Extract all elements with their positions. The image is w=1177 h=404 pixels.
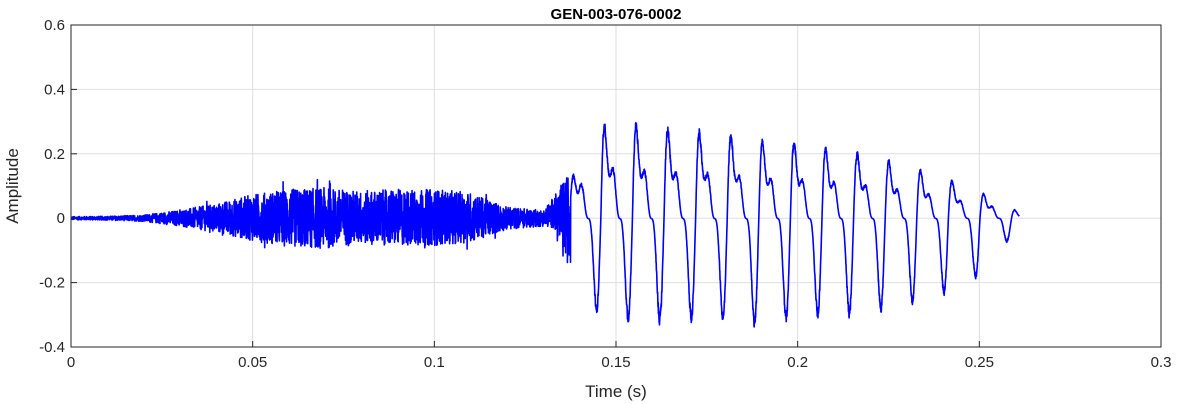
x-tick-label: 0.2 — [787, 354, 808, 371]
x-tick-label: 0 — [67, 354, 75, 371]
x-tick-label: 0.1 — [424, 354, 445, 371]
x-axis-label: Time (s) — [585, 382, 647, 401]
chart-title: GEN-003-076-0002 — [551, 6, 682, 23]
y-tick-label: -0.4 — [39, 339, 65, 356]
y-tick-label: 0.4 — [44, 81, 65, 98]
y-tick-label: 0 — [57, 210, 65, 227]
x-tick-label: 0.15 — [601, 354, 630, 371]
signal-series — [70, 121, 1020, 328]
y-axis-label: Amplitude — [3, 148, 22, 224]
x-axis-ticks: 0 0.05 0.1 0.15 0.2 0.25 0.3 — [67, 341, 1172, 371]
y-axis-ticks: -0.4 -0.2 0 0.2 0.4 0.6 — [39, 17, 77, 356]
x-tick-label: 0.3 — [1151, 354, 1172, 371]
signal-line — [70, 121, 1020, 328]
y-tick-label: 0.2 — [44, 146, 65, 163]
x-tick-label: 0.05 — [238, 354, 267, 371]
y-tick-label: -0.2 — [39, 275, 65, 292]
y-tick-label: 0.6 — [44, 17, 65, 34]
x-tick-label: 0.25 — [965, 354, 994, 371]
